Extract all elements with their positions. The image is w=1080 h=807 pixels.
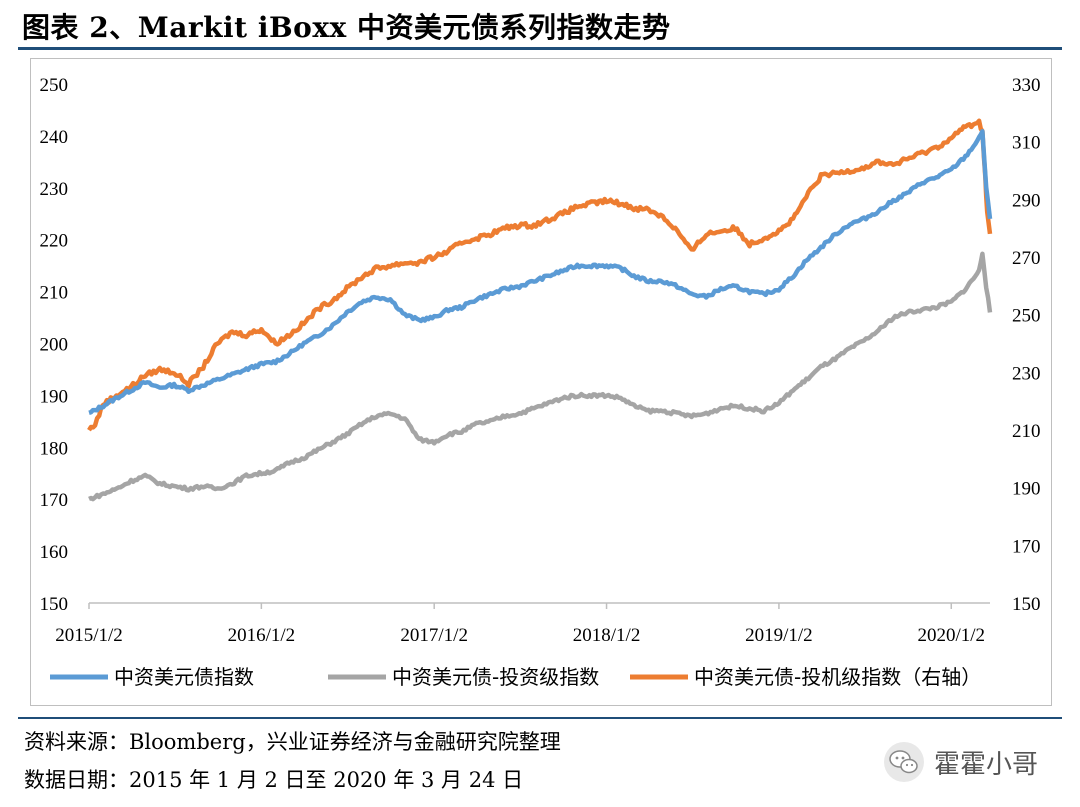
legend-label: 中资美元债指数	[114, 665, 254, 689]
y-left-tick-label: 150	[40, 594, 69, 615]
x-tick-label: 2017/1/2	[400, 625, 468, 646]
y-right-tick-label: 150	[1012, 594, 1041, 615]
footer-divider	[18, 717, 1062, 719]
y-left-tick-label: 220	[40, 231, 69, 252]
x-tick-label: 2019/1/2	[745, 625, 813, 646]
date-note: 数据日期：2015 年 1 月 2 日至 2020 年 3 月 24 日	[24, 768, 524, 792]
wechat-icon	[884, 742, 924, 782]
y-left-tick-label: 190	[40, 386, 69, 407]
chart-legend: 中资美元债指数 中资美元债-投资级指数 中资美元债-投机级指数（右轴）	[50, 665, 981, 689]
line-chart: 2015/1/2 2016/1/2 2017/1/2 2018/1/2 2019/1/2…	[40, 75, 1041, 689]
y-left-tick-label: 180	[40, 438, 69, 459]
x-tick-label: 2015/1/2	[55, 625, 123, 646]
y-right-tick-label: 230	[1012, 363, 1041, 384]
y-right-tick-label: 290	[1012, 190, 1041, 211]
source-note: 资料来源：Bloomberg，兴业证券经济与金融研究院整理	[24, 730, 561, 754]
y-left-tick-label: 240	[40, 127, 69, 148]
y-left-tick-label: 200	[40, 335, 69, 356]
watermark-text: 霍霍小哥	[934, 749, 1039, 780]
y-right-tick-label: 330	[1012, 75, 1041, 96]
y-left-tick-label: 250	[40, 75, 69, 96]
chart-axes: 2015/1/2 2016/1/2 2017/1/2 2018/1/2 2019/1/2…	[40, 75, 1041, 646]
chart-series	[87, 118, 993, 502]
legend-label: 中资美元债-投资级指数	[392, 665, 599, 689]
x-tick-label: 2020/1/2	[917, 625, 985, 646]
series-line-3	[87, 118, 993, 432]
y-right-tick-label: 250	[1012, 306, 1041, 327]
y-right-tick-label: 190	[1012, 479, 1041, 500]
y-left-tick-label: 160	[40, 542, 69, 563]
x-tick-label: 2018/1/2	[573, 625, 641, 646]
title-divider	[18, 47, 1062, 50]
y-right-tick-label: 310	[1012, 133, 1041, 154]
watermark: 霍霍小哥	[882, 740, 1038, 784]
chart-frame	[30, 58, 1052, 706]
y-right-tick-label: 210	[1012, 421, 1041, 442]
y-left-tick-label: 230	[40, 179, 69, 200]
x-tick-label: 2016/1/2	[228, 625, 296, 646]
y-left-tick-label: 210	[40, 283, 69, 304]
legend-label: 中资美元债-投机级指数（右轴）	[694, 665, 981, 689]
series-line-2	[88, 251, 993, 502]
series-line-1	[88, 129, 993, 415]
chart-title: 图表 2、Markit iBoxx 中资美元债系列指数走势	[22, 11, 671, 44]
y-right-tick-label: 170	[1012, 536, 1041, 557]
y-right-tick-label: 270	[1012, 248, 1041, 269]
y-left-tick-label: 170	[40, 490, 69, 511]
